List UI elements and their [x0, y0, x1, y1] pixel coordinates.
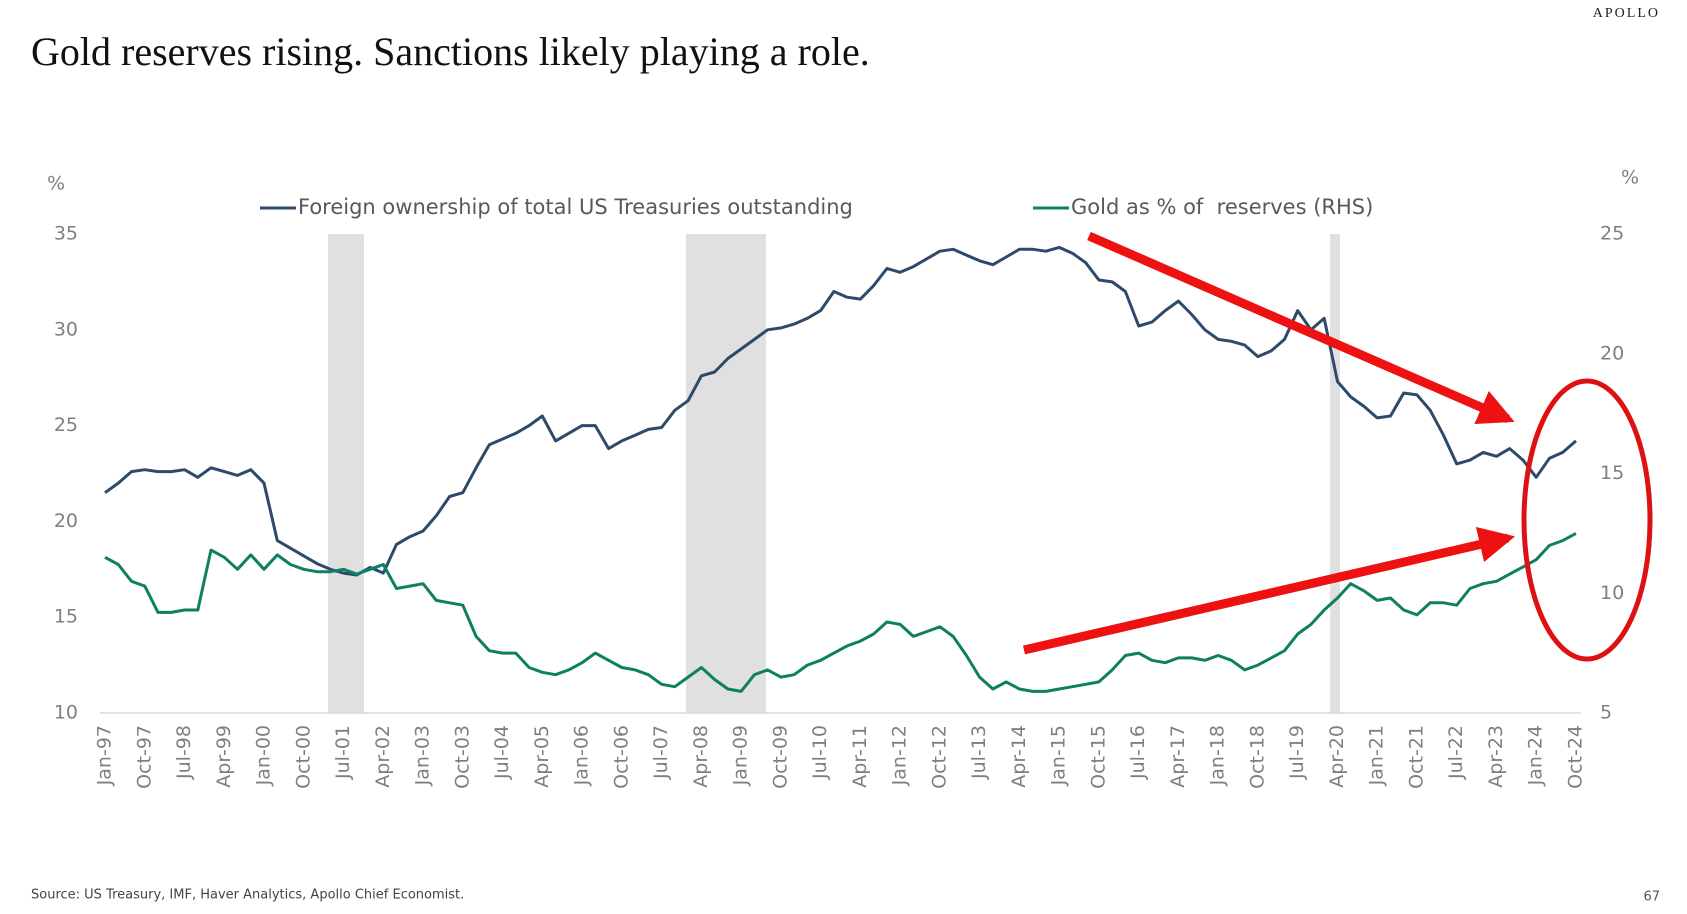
legend-label: Foreign ownership of total US Treasuries… [298, 195, 853, 219]
x-tick-label: Jul-13 [968, 725, 990, 780]
x-tick-label: Jan-24 [1525, 725, 1547, 786]
y-tick-label: 35 [54, 223, 78, 245]
x-tick-label: Jan-12 [889, 725, 911, 786]
arrow [1087, 231, 1515, 424]
x-tick-label: Jul-04 [491, 725, 513, 780]
legend-label: Gold as % of reserves (RHS) [1071, 195, 1373, 219]
annotations [1022, 231, 1653, 662]
x-tick-label: Apr-02 [372, 725, 394, 788]
recession-shading [1330, 234, 1340, 713]
y2-tick-label: 5 [1600, 702, 1612, 724]
x-tick-label: Jul-19 [1286, 725, 1308, 780]
y-tick-label: 25 [54, 414, 78, 436]
x-tick-label: Apr-17 [1167, 725, 1189, 788]
x-tick-label: Apr-08 [690, 725, 712, 788]
x-tick-label: Oct-97 [133, 725, 155, 789]
y2-tick-label: 20 [1600, 342, 1624, 364]
data-line [104, 532, 1577, 693]
plot-area: 10 15 20 25 30 35 5 10 15 20 25 Jan-97 Oct-97 Jul-98 A… [54, 195, 1624, 789]
page-number: 67 [1643, 890, 1660, 905]
y-axis-label: % [47, 173, 65, 195]
x-tick-label: Jan-21 [1366, 725, 1388, 786]
x-tick-label: Jul-98 [173, 725, 195, 780]
x-tick-label: Apr-14 [1008, 725, 1030, 788]
x-tick-label: Apr-20 [1326, 725, 1348, 788]
x-tick-label: Jan-03 [412, 725, 434, 786]
x-tick-label: Oct-06 [610, 725, 632, 789]
x-tick-label: Oct-03 [451, 725, 473, 789]
x-tick-label: Oct-18 [1246, 725, 1268, 789]
y-tick-label: 15 [54, 606, 78, 628]
brand: APOLLO [1593, 6, 1660, 21]
source-note: Source: US Treasury, IMF, Haver Analytic… [31, 888, 464, 903]
x-tick-label: Jan-18 [1207, 725, 1229, 786]
x-tick-label: Oct-09 [769, 725, 791, 789]
x-tick-label: Oct-00 [292, 725, 314, 789]
x-tick-label: Oct-15 [1087, 725, 1109, 789]
x-tick-label: Jul-10 [809, 725, 831, 780]
x-tick-label: Jan-09 [730, 725, 752, 786]
y-tick-label: 30 [54, 318, 78, 340]
x-tick-label: Apr-05 [531, 725, 553, 788]
y-tick-label: 20 [54, 510, 78, 532]
highlight-ellipse [1521, 378, 1653, 662]
x-tick-label: Jan-97 [94, 725, 116, 786]
arrow [1022, 526, 1516, 655]
y2-axis-label: % [1621, 167, 1639, 189]
x-tick-label: Jul-07 [650, 725, 672, 780]
y2-tick-label: 25 [1600, 223, 1624, 245]
x-tick-label: Oct-12 [928, 725, 950, 789]
x-tick-label: Jan-00 [253, 725, 275, 786]
recession-shading [686, 234, 766, 713]
y2-tick-label: 10 [1600, 582, 1624, 604]
chart-title: Gold reserves rising. Sanctions likely p… [31, 29, 870, 74]
x-tick-label: Apr-11 [849, 725, 871, 788]
data-line [104, 245, 1577, 577]
x-tick-label: Oct-24 [1565, 725, 1587, 789]
y-tick-label: 10 [54, 702, 78, 724]
x-tick-label: Jul-01 [332, 725, 354, 780]
x-tick-label: Apr-23 [1485, 725, 1507, 788]
x-tick-label: Jan-06 [571, 725, 593, 786]
x-tick-label: Jan-15 [1048, 725, 1070, 786]
x-tick-label: Apr-99 [213, 725, 235, 788]
x-tick-label: Jul-16 [1127, 725, 1149, 780]
recession-shading [328, 234, 364, 713]
x-tick-label: Jul-22 [1445, 725, 1467, 780]
y2-tick-label: 15 [1600, 462, 1624, 484]
x-tick-label: Oct-21 [1405, 725, 1427, 789]
